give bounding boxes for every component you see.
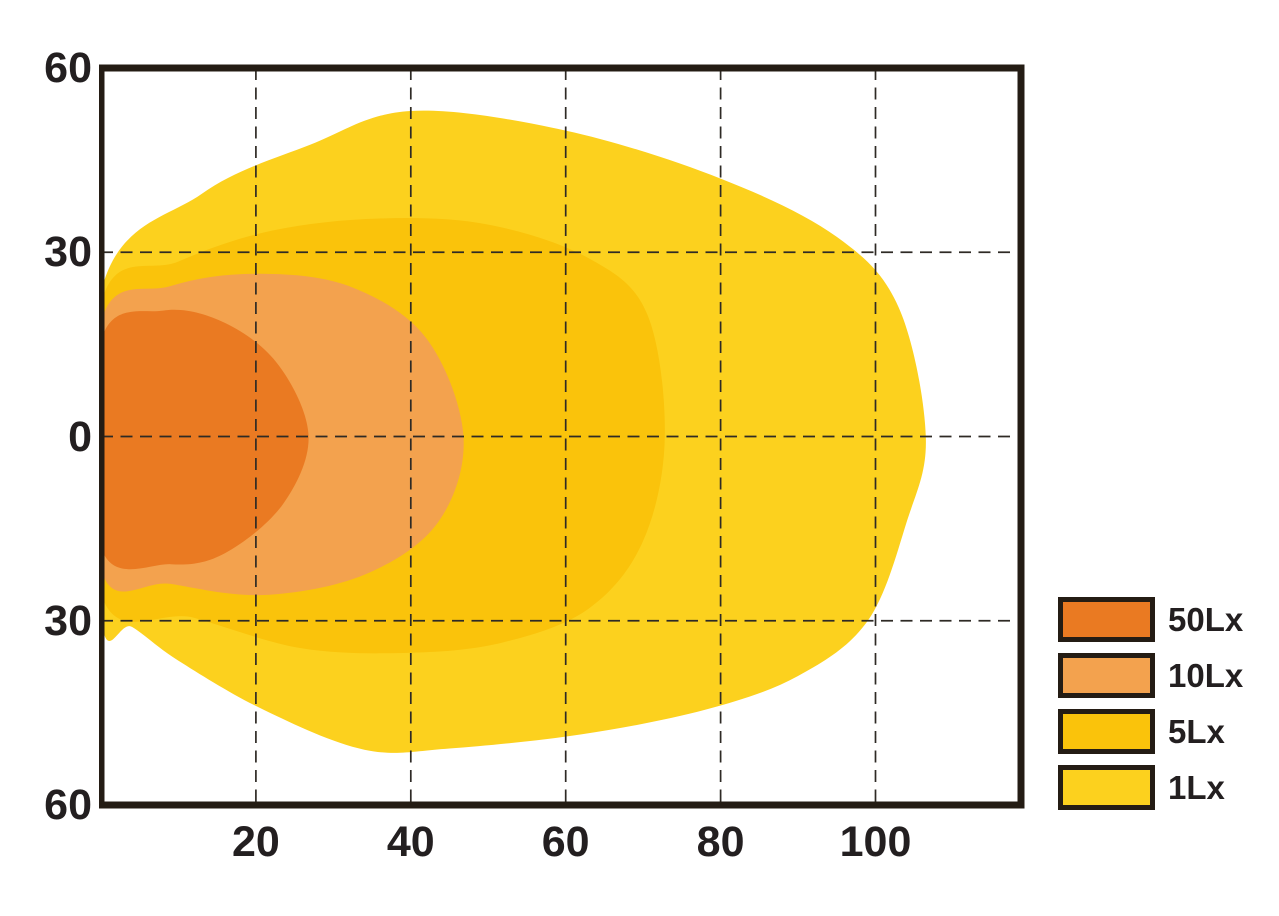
plot-area [99,64,1025,809]
legend: 50Lx 10Lx 5Lx 1Lx [1058,597,1243,821]
x-tick-label: 40 [386,818,435,866]
legend-swatch-10lx [1058,653,1155,698]
legend-swatch-5lx [1058,709,1155,754]
contour-layer [104,110,926,753]
plot-border [99,64,1025,809]
x-tick-label: 80 [696,818,745,866]
gridline-layer [101,68,1021,805]
legend-row: 5Lx [1058,709,1243,754]
legend-label: 50Lx [1168,601,1244,638]
legend-label: 5Lx [1168,713,1225,750]
legend-row: 1Lx [1058,765,1243,810]
legend-row: 10Lx [1058,653,1243,698]
y-tick-label: 60 [44,44,92,92]
legend-swatch-50lx [1058,597,1155,642]
y-tick-label: 30 [44,596,92,645]
y-tick-label: 0 [68,412,92,461]
y-tick-label: 30 [44,228,92,277]
x-tick-label: 100 [839,818,912,866]
x-tick-label: 60 [541,818,590,866]
legend-label: 1Lx [1168,769,1225,806]
legend-swatch-1lx [1058,765,1155,810]
legend-row: 50Lx [1058,597,1243,642]
y-tick-label: 60 [44,781,92,829]
x-tick-label: 20 [231,818,280,866]
contour-50lx [104,309,309,570]
legend-label: 10Lx [1168,657,1244,694]
